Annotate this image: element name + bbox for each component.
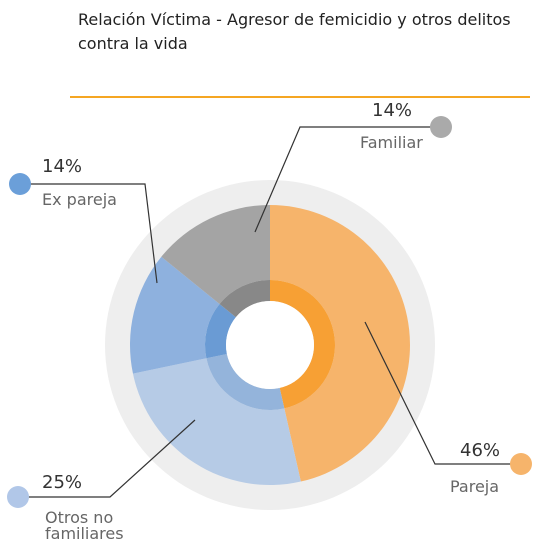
value-label: 14%: [42, 156, 83, 177]
value-label: 46%: [460, 440, 501, 461]
inner-slice: [204, 304, 236, 359]
inner-slice: [206, 354, 285, 410]
hole: [226, 301, 314, 389]
inner-slice: [219, 280, 270, 318]
leader-line: [254, 126, 441, 233]
slice: [161, 205, 270, 305]
category-label: Pareja: [450, 477, 500, 496]
category-label: Otros no familiares: [45, 508, 124, 543]
leader-line: [18, 419, 196, 498]
leader-line: [20, 183, 158, 284]
label-dot: [430, 116, 452, 138]
slice: [270, 205, 411, 482]
slice: [132, 358, 301, 486]
value-label: 14%: [372, 100, 413, 121]
value-label: 25%: [42, 472, 83, 493]
inner-slice: [270, 280, 335, 409]
chart-title: Relación Víctima - Agresor de femicidio …: [78, 10, 511, 53]
label-dot: [510, 453, 532, 475]
slice: [130, 256, 220, 374]
category-label: Ex pareja: [42, 190, 117, 209]
category-label: Familiar: [360, 133, 423, 152]
label-dot: [7, 486, 29, 508]
label-dot: [9, 173, 31, 195]
leader-line: [364, 321, 521, 465]
